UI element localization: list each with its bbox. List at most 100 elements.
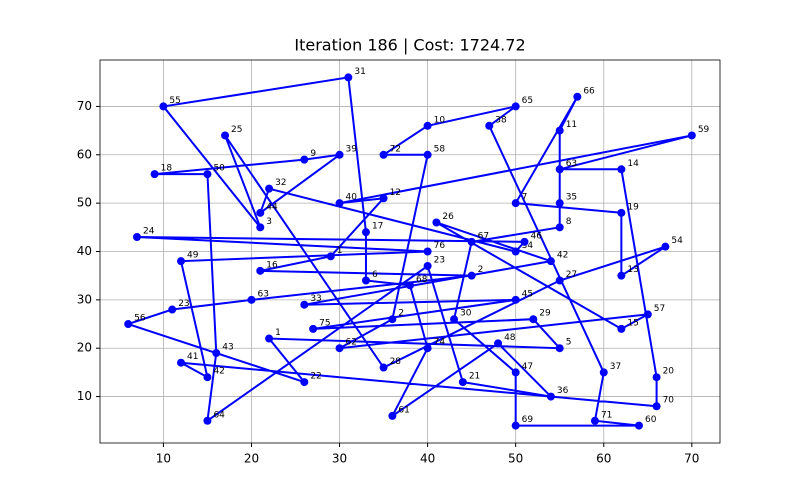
point: [344, 73, 353, 82]
point-label: 40: [346, 193, 358, 203]
point-label: 43: [222, 343, 233, 353]
point-label: 41: [187, 352, 198, 362]
point-label: 38: [495, 115, 507, 125]
point: [617, 324, 626, 333]
point-label: 26: [442, 212, 454, 222]
point: [265, 334, 274, 343]
point: [221, 131, 230, 140]
point: [511, 295, 520, 304]
point-label: 59: [698, 125, 710, 135]
point: [406, 281, 414, 290]
point-label: 32: [275, 178, 286, 188]
point-label: 61: [398, 405, 409, 415]
point-label: 37: [610, 362, 621, 372]
point: [546, 257, 555, 266]
point-label: 58: [434, 144, 446, 154]
point: [467, 237, 476, 246]
y-tick-label: 70: [77, 99, 92, 113]
point: [511, 421, 520, 430]
point: [124, 320, 133, 329]
chart-title: Iteration 186 | Cost: 1724.72: [294, 36, 525, 55]
point-label: 16: [266, 260, 278, 270]
point-label: 8: [566, 217, 572, 227]
point: [361, 276, 370, 285]
point-label: 67: [478, 231, 489, 241]
point-label: 24: [143, 226, 155, 236]
y-tick-label: 10: [77, 389, 92, 403]
point-label: 25: [231, 125, 242, 135]
point: [494, 339, 503, 348]
point: [335, 199, 344, 208]
x-tick-label: 20: [244, 452, 259, 466]
point: [520, 237, 529, 246]
point: [511, 102, 520, 111]
point: [388, 315, 397, 324]
point-label: 47: [522, 362, 533, 372]
point: [423, 344, 432, 353]
point-label: 35: [566, 193, 577, 203]
point-label: 23: [178, 299, 189, 309]
point: [335, 344, 344, 353]
point-label: 56: [134, 314, 146, 324]
point-label: 2: [398, 309, 404, 319]
x-tick-label: 50: [508, 452, 523, 466]
point: [617, 165, 626, 174]
point-label: 76: [434, 241, 446, 251]
point: [423, 247, 432, 256]
point-label: 45: [522, 289, 533, 299]
point-label: 68: [416, 275, 428, 285]
point: [555, 199, 564, 208]
point: [300, 378, 309, 387]
point-label: 42: [557, 251, 568, 261]
point: [687, 131, 696, 140]
x-tick-label: 40: [420, 452, 435, 466]
point-label: 64: [213, 410, 225, 420]
x-tick-label: 30: [332, 452, 347, 466]
point-label: 44: [266, 202, 278, 212]
point-label: 30: [460, 309, 472, 319]
point: [247, 295, 256, 304]
point-label: 10: [434, 115, 446, 125]
point-label: 20: [663, 367, 675, 377]
point: [361, 228, 370, 237]
point-label: 74: [434, 338, 446, 348]
point: [168, 305, 177, 314]
point: [555, 223, 564, 232]
point-label: 15: [627, 318, 638, 328]
point: [555, 276, 564, 285]
point-label: 48: [504, 333, 516, 343]
point: [300, 300, 309, 309]
point: [177, 358, 186, 367]
point-label: 13: [627, 265, 638, 275]
point-label: 17: [372, 222, 383, 232]
point: [423, 121, 432, 130]
point: [203, 170, 212, 179]
point: [555, 165, 564, 174]
y-tick-label: 20: [77, 341, 92, 355]
point-label: 46: [530, 231, 542, 241]
point: [379, 150, 388, 159]
point: [388, 411, 397, 420]
point-label: 75: [319, 318, 330, 328]
point: [159, 102, 168, 111]
point-label: 55: [169, 96, 180, 106]
point: [432, 218, 441, 227]
point: [485, 121, 494, 130]
point: [652, 402, 661, 411]
point: [529, 315, 538, 324]
x-tick-label: 10: [156, 452, 171, 466]
point: [256, 223, 265, 232]
point-label: 54: [671, 236, 683, 246]
point: [458, 378, 467, 387]
point-label: 23: [434, 256, 445, 266]
point: [309, 324, 318, 333]
point-label: 19: [627, 202, 639, 212]
point-label: 71: [601, 410, 612, 420]
point-label: 1: [337, 246, 343, 256]
point: [132, 232, 141, 241]
point: [265, 184, 274, 193]
point: [326, 252, 335, 261]
point: [300, 155, 309, 164]
point: [617, 208, 626, 217]
